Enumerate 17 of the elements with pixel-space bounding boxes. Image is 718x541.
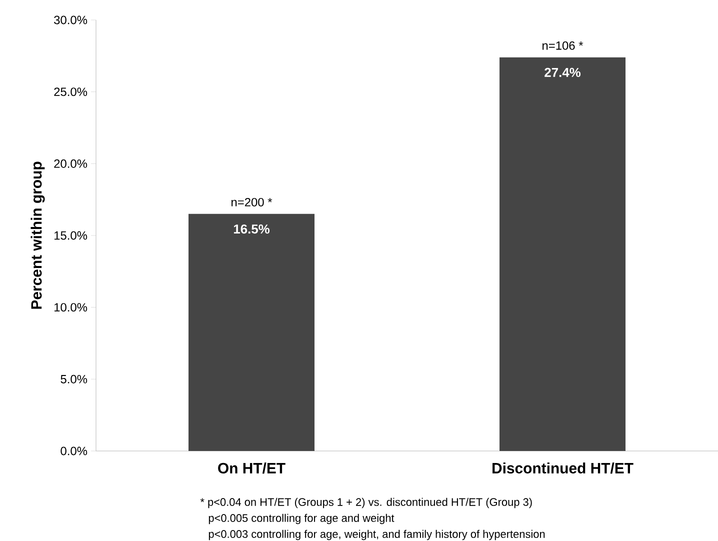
text: p<0.005 controlling for age and weight: [208, 514, 394, 524]
data-label: 27.4%: [544, 68, 581, 77]
data-label: 16.5%: [234, 224, 270, 234]
y-tick-label: 20.0%: [54, 159, 88, 168]
y-tick-label: 10.0%: [54, 303, 88, 312]
y-tick-label: 30.0%: [54, 16, 88, 24]
text: p<0.003 controlling for age, weight, and family history of hypertension: [208, 530, 545, 540]
annotation: n=106 *: [542, 41, 584, 50]
y-tick-label: 5.0%: [60, 374, 88, 384]
x-tick-label: On HT/ET: [218, 462, 286, 474]
y-axis-title: Percent within group: [30, 162, 45, 309]
y-tick-label: 0.0%: [60, 446, 88, 456]
text: * p<0.04 on HT/ET (Groups 1 + 2) vs. discontinued HT/ET (Group 3): [200, 498, 532, 508]
y-tick-label: 25.0%: [54, 88, 88, 96]
x-tick-label: Discontinued HT/ET: [492, 462, 634, 474]
annotation: n=200 *: [232, 198, 272, 206]
y-tick-label: 15.0%: [54, 231, 88, 240]
